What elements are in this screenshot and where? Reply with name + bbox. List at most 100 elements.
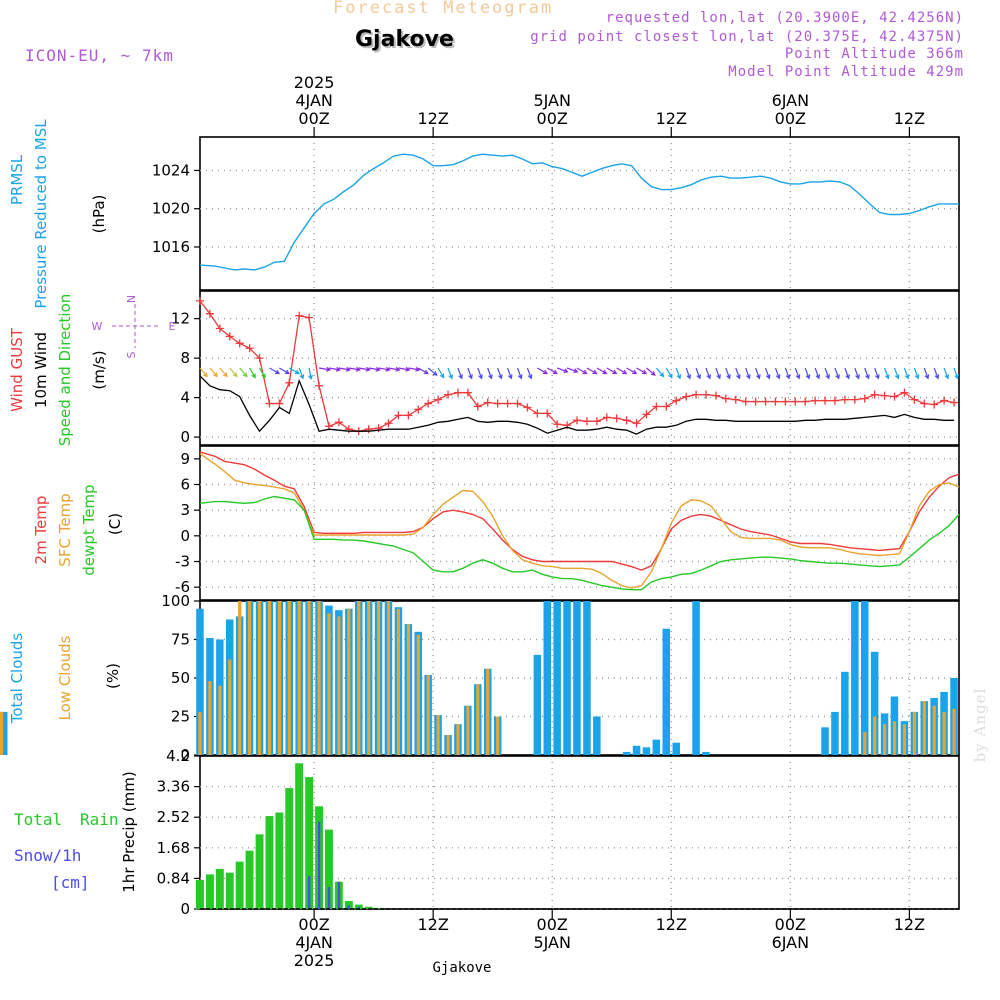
- wind-direction-arrow: [348, 367, 360, 371]
- wind-direction-arrow: [249, 367, 256, 378]
- low-clouds-bar: [932, 705, 936, 755]
- total-clouds-bar: [632, 745, 641, 755]
- wind-direction-arrowhead: [573, 368, 579, 373]
- wind-gust-point: [950, 398, 959, 407]
- wind-direction-arrowhead: [415, 366, 421, 372]
- wind-direction-arrow: [358, 367, 370, 371]
- wind-direction-arrow: [219, 367, 228, 377]
- wind-direction-arrow: [804, 367, 810, 379]
- total-clouds-bar: [692, 601, 700, 755]
- pressure-ytick-label-2: 1024: [152, 161, 190, 179]
- wind-gust-point: [196, 296, 204, 305]
- wind-gust-point: [235, 339, 244, 348]
- wind-direction-arrowhead: [855, 374, 860, 380]
- wind-direction-arrowhead: [284, 369, 290, 375]
- bottom-time-label-1: 12Z: [417, 915, 448, 934]
- wind-gust-point: [811, 396, 820, 405]
- wind-gust-point: [711, 391, 720, 400]
- snow-bar: [327, 887, 331, 909]
- wind-direction-arrowhead: [676, 374, 682, 380]
- wind-direction-arrowhead: [552, 369, 558, 375]
- temp-label-dewpt: dewpt Temp: [80, 484, 98, 575]
- top-time-label-1-0: 12Z: [417, 109, 448, 128]
- low-clouds-bar: [912, 711, 916, 755]
- snow-bar: [317, 821, 321, 909]
- compass-west-label: W: [92, 320, 103, 333]
- wind-direction-arrow: [457, 367, 463, 379]
- wind-direction-arrow: [427, 367, 437, 376]
- wind-gust-point: [225, 332, 234, 341]
- wind-direction-arrowhead: [756, 374, 761, 380]
- wind-direction-arrowhead: [785, 374, 791, 380]
- low-clouds-bar: [0, 711, 4, 755]
- low-clouds-bar: [446, 735, 450, 755]
- wind-direction-arrowhead: [232, 372, 238, 378]
- wind-direction-arrowhead: [706, 374, 711, 380]
- total-clouds-bar: [662, 628, 670, 755]
- wind-direction-arrowhead: [904, 374, 910, 380]
- wind-direction-arrow: [636, 367, 647, 375]
- wind-direction-arrowhead: [622, 369, 628, 375]
- wind-gust-line: [199, 300, 955, 432]
- wind-gust-point: [523, 403, 532, 412]
- precip-label-cm: [cm]: [51, 873, 90, 892]
- wind-direction-arrowhead: [517, 374, 523, 380]
- wind-direction-arrowhead: [825, 374, 830, 380]
- wind-gust-point: [801, 397, 810, 406]
- clouds-label-total: Total Clouds: [8, 633, 26, 725]
- temperature-ytick-label-1: -3: [175, 553, 190, 571]
- wind-direction-arrowhead: [294, 369, 300, 375]
- temperature-ytick-label-2: 0: [180, 527, 190, 545]
- temp-label-2m: 2m Temp: [32, 496, 50, 565]
- wind-direction-arrowhead: [488, 374, 493, 380]
- low-clouds-bar: [902, 724, 906, 755]
- wind-gust-point: [761, 397, 770, 406]
- rain-bar: [295, 763, 304, 909]
- low-clouds-bar: [238, 601, 242, 755]
- wind-gust-point: [592, 417, 601, 426]
- wind-gust-point: [652, 402, 661, 411]
- temperature-ytick-label-5: 9: [180, 450, 190, 468]
- wind-direction-arrow: [646, 367, 656, 376]
- wind-direction-arrow: [269, 367, 280, 375]
- bottom-date-label-2: 5JAN: [533, 933, 571, 952]
- wind-gust-point: [830, 396, 839, 405]
- wind-direction-arrow: [695, 367, 701, 379]
- total-clouds-bar: [533, 654, 542, 755]
- point-altitude: Point Altitude 366m: [784, 46, 964, 62]
- low-clouds-bar: [466, 705, 470, 755]
- low-clouds-bar: [307, 601, 311, 755]
- temp-label-sfc: SFC Temp: [56, 493, 74, 566]
- low-clouds-bar: [287, 601, 291, 755]
- wind-direction-arrowhead: [582, 369, 588, 375]
- total-clouds-bar: [870, 651, 879, 755]
- wind-gust-point: [662, 402, 671, 411]
- temp-axis-label: (C): [106, 513, 124, 535]
- wind-label-speed-direction: Speed and Direction: [56, 294, 74, 447]
- wind-gust-point: [622, 416, 631, 425]
- wind-direction-arrow: [209, 367, 218, 377]
- total-clouds-bar: [196, 608, 204, 755]
- wind-direction-arrowhead: [894, 374, 900, 380]
- low-clouds-bar: [396, 608, 400, 755]
- low-clouds-bar: [436, 715, 440, 755]
- wind-direction-arrow: [516, 367, 522, 379]
- wind-direction-arrow: [318, 367, 331, 371]
- rain-bar: [325, 829, 333, 909]
- wind-gust-point: [265, 399, 274, 408]
- total-clouds-bar: [543, 601, 551, 755]
- total-clouds-bar: [702, 751, 710, 755]
- bottom-time-label-2: 00Z: [537, 915, 568, 934]
- wind-gust-point: [344, 425, 353, 434]
- low-clouds-bar: [248, 601, 252, 755]
- wind-direction-arrowhead: [507, 374, 513, 380]
- low-clouds-bar: [337, 616, 341, 755]
- wind-direction-arrowhead: [765, 374, 771, 380]
- wind-direction-arrow: [854, 367, 860, 379]
- bottom-time-label-3: 12Z: [656, 915, 687, 934]
- clouds-ytick-label-0: 0: [180, 746, 190, 764]
- low-clouds-bar: [486, 668, 490, 755]
- precipitation-ytick-label-0: 0: [180, 900, 190, 918]
- wind-direction-arrowhead: [686, 374, 692, 380]
- low-clouds-bar: [267, 601, 272, 755]
